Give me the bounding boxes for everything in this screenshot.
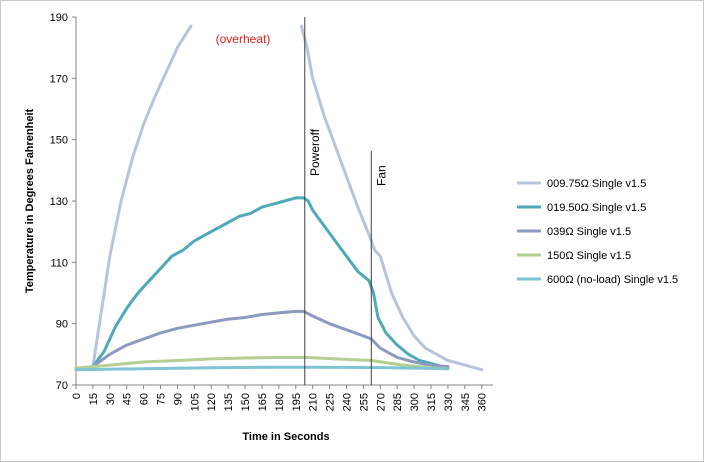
x-tick-label: 120 bbox=[206, 393, 218, 411]
x-tick-label: 15 bbox=[88, 393, 100, 405]
x-tick-label: 225 bbox=[325, 393, 337, 411]
x-tick-label: 240 bbox=[341, 393, 353, 411]
x-tick-label: 30 bbox=[105, 393, 117, 405]
y-tick-label: 70 bbox=[56, 380, 68, 392]
x-tick-label: 330 bbox=[443, 393, 455, 411]
x-tick-label: 60 bbox=[139, 393, 151, 405]
legend-label-5: 600Ω (no-load) Single v1.5 bbox=[547, 274, 678, 286]
y-tick-label: 90 bbox=[56, 319, 68, 331]
legend-label-3: 039Ω Single v1.5 bbox=[547, 226, 631, 238]
y-tick-label: 150 bbox=[50, 135, 68, 147]
x-tick-label: 135 bbox=[223, 393, 235, 411]
x-axis-title: Time in Seconds bbox=[242, 431, 329, 443]
x-tick-label: 255 bbox=[358, 393, 370, 411]
fan-annotation: Fan bbox=[374, 165, 388, 186]
legend: 009.75Ω Single v1.5 019.50Ω Single v1.5 03… bbox=[517, 178, 678, 286]
x-tick-label: 360 bbox=[477, 393, 489, 411]
x-tick-label: 345 bbox=[460, 393, 472, 411]
x-tick-label: 165 bbox=[257, 393, 269, 411]
x-tick-label: 75 bbox=[156, 393, 168, 405]
x-tick-label: 195 bbox=[291, 393, 303, 411]
x-tick-label: 0 bbox=[71, 393, 83, 399]
x-tick-label: 285 bbox=[392, 393, 404, 411]
x-tick-label: 315 bbox=[426, 393, 438, 411]
overheat-annotation: (overheat) bbox=[216, 32, 271, 46]
series-line-5 bbox=[74, 365, 450, 372]
y-tick-label: 170 bbox=[50, 73, 68, 85]
x-tick-label: 210 bbox=[308, 393, 320, 411]
x-tick-label: 270 bbox=[375, 393, 387, 411]
series-line-4 bbox=[74, 355, 450, 371]
x-tick-label: 105 bbox=[189, 393, 201, 411]
legend-label-4: 150Ω Single v1.5 bbox=[547, 250, 631, 262]
y-tick-label: 130 bbox=[50, 196, 68, 208]
x-tick-label: 90 bbox=[172, 393, 184, 405]
poweroff-annotation: Poweroff bbox=[308, 128, 322, 176]
y-tick-label: 110 bbox=[50, 257, 68, 269]
series-line-2 bbox=[91, 196, 450, 369]
y-axis-title: Temperature in Degrees Fahrenheit bbox=[24, 108, 36, 293]
x-tick-label: 150 bbox=[240, 393, 252, 411]
series-line-3 bbox=[91, 309, 450, 369]
legend-label-1: 009.75Ω Single v1.5 bbox=[547, 178, 646, 190]
legend-label-2: 019.50Ω Single v1.5 bbox=[547, 202, 646, 214]
series-line-1 bbox=[91, 24, 193, 369]
x-tick-label: 300 bbox=[409, 393, 421, 411]
x-tick-label: 180 bbox=[274, 393, 286, 411]
series-line-1 bbox=[299, 24, 484, 372]
x-tick-label: 45 bbox=[122, 393, 134, 405]
y-tick-label: 190 bbox=[50, 12, 68, 24]
